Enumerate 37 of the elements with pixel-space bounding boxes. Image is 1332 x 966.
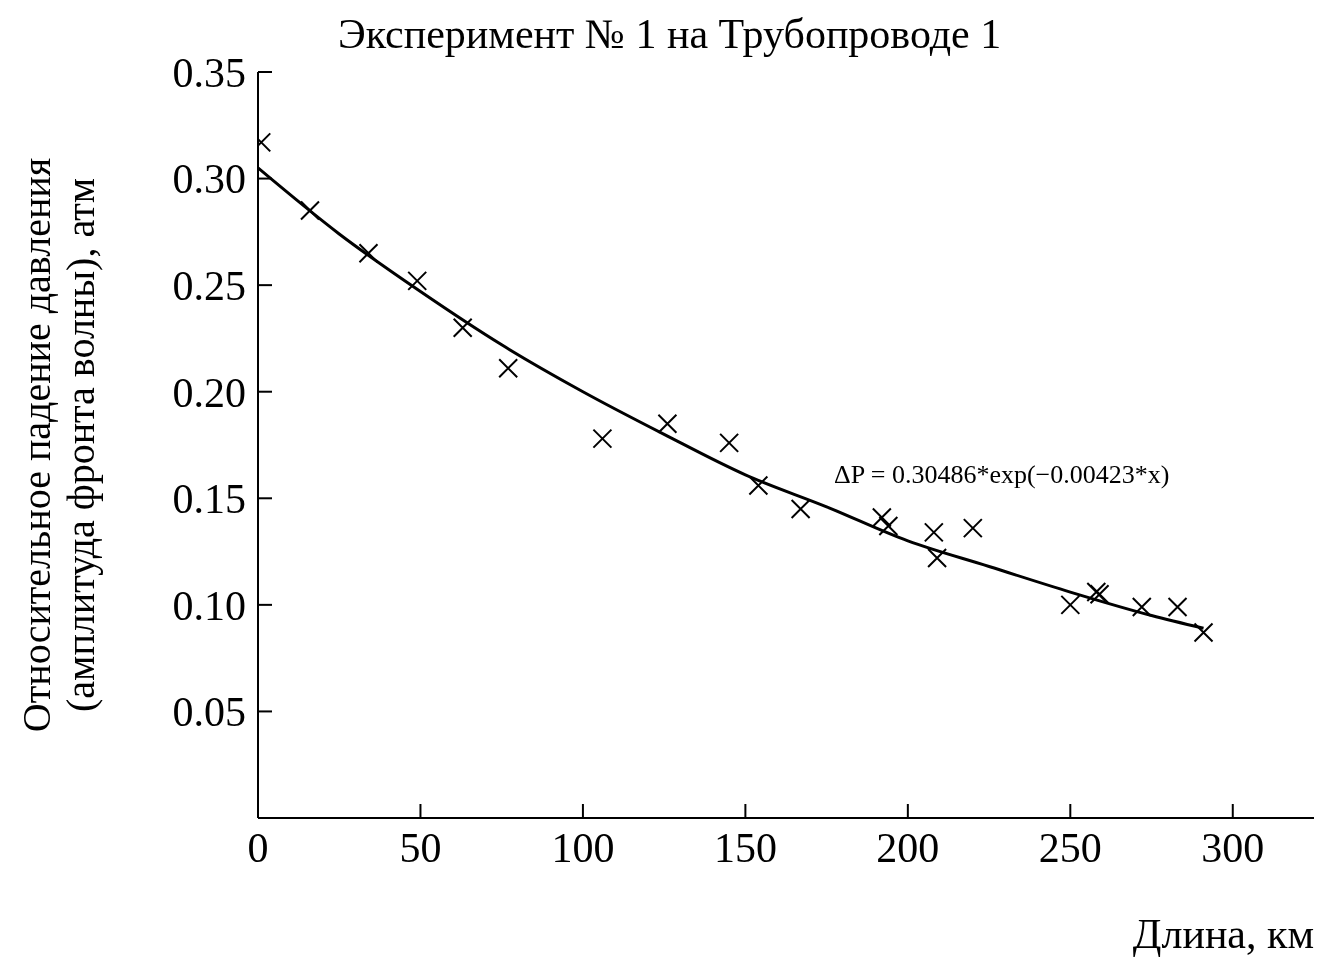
point bbox=[748, 475, 769, 496]
y-axis-title: Относительное падение давления (амплитуда фронта волны), атм bbox=[14, 157, 103, 733]
x-tick-label: 200 bbox=[876, 824, 940, 871]
point bbox=[1167, 596, 1188, 617]
y-tick-label: 0.05 bbox=[172, 689, 246, 736]
x-tick-label: 150 bbox=[713, 824, 777, 871]
point bbox=[452, 317, 473, 338]
y-tick-label: 0.30 bbox=[172, 156, 246, 203]
point bbox=[358, 243, 379, 264]
annotation: ΔP = 0.30486*exp(−0.00423*x) bbox=[834, 460, 1170, 490]
point bbox=[719, 432, 740, 453]
chart-title: Эксперимент № 1 на Трубопроводе 1 bbox=[338, 10, 1002, 58]
point bbox=[299, 200, 320, 221]
point bbox=[1131, 596, 1152, 617]
x-tick-label: 50 bbox=[399, 824, 442, 871]
point bbox=[878, 515, 899, 536]
point bbox=[1193, 622, 1214, 643]
point bbox=[927, 547, 948, 568]
x-tick-label: 300 bbox=[1201, 824, 1265, 871]
point bbox=[790, 498, 811, 519]
y-tick-label: 0.15 bbox=[172, 476, 246, 523]
x-tick-label: 100 bbox=[551, 824, 615, 871]
point bbox=[498, 358, 519, 379]
point bbox=[407, 270, 428, 291]
point bbox=[1060, 594, 1081, 615]
point bbox=[962, 518, 983, 539]
x-axis-title: Длина, км bbox=[1132, 911, 1314, 957]
point bbox=[923, 522, 944, 543]
point bbox=[871, 507, 892, 528]
point bbox=[592, 428, 613, 449]
y-tick-label: 0.10 bbox=[172, 582, 246, 629]
x-tick-label: 250 bbox=[1038, 824, 1102, 871]
y-tick-label: 0.35 bbox=[172, 49, 246, 96]
y-tick-label: 0.25 bbox=[172, 263, 246, 310]
point bbox=[657, 413, 678, 434]
x-tick-label: 0 bbox=[247, 824, 269, 871]
y-tick-label: 0.20 bbox=[172, 369, 246, 416]
